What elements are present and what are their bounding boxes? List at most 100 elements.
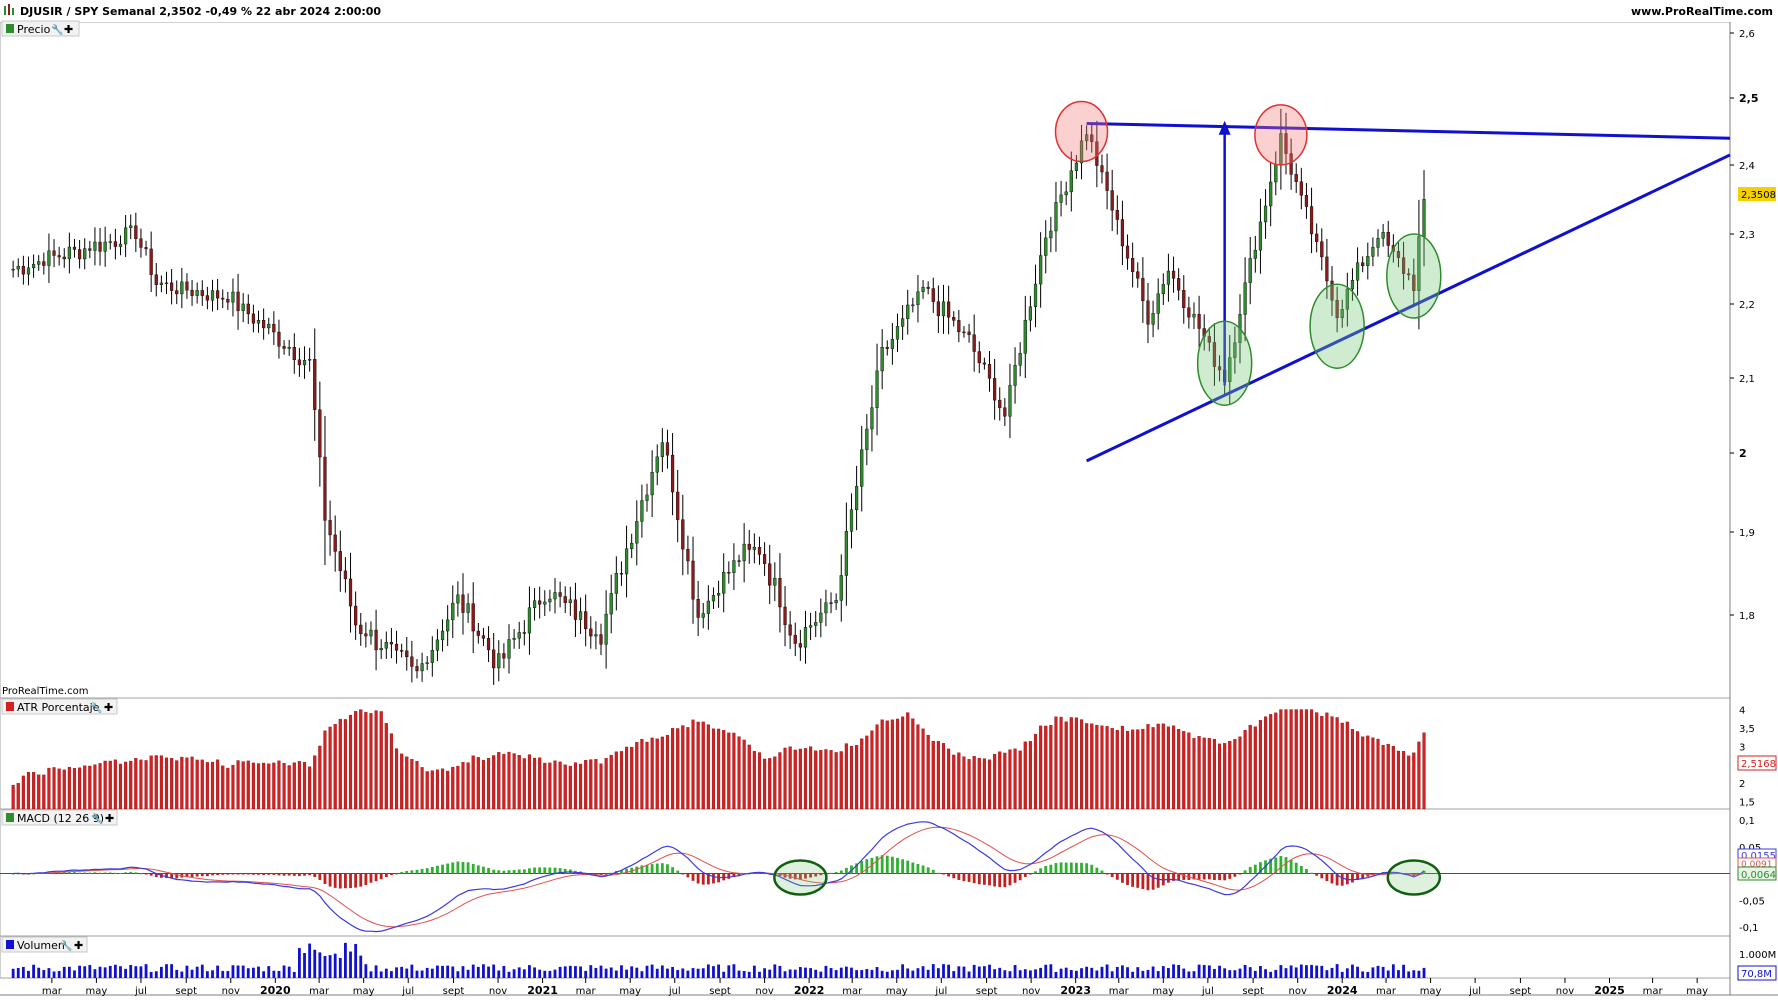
wrench-icon[interactable]: 🔧 [60,939,72,952]
candle-body [1028,306,1033,321]
atr-bar [481,759,485,810]
candle-body [251,313,256,324]
candle-body [26,267,31,275]
macd-histogram-bar [844,867,848,874]
volume-bar [251,967,255,978]
candle-body [1171,270,1176,279]
macd-histogram-bar [313,873,317,877]
volume-bar [640,971,644,978]
atr-bar [292,762,296,810]
atr-bar [522,758,526,810]
macd-legend[interactable]: MACD (12 26 9) 🔧 ✚ [1,809,118,826]
macd-histogram-bar [967,873,971,882]
macd-histogram-bar [497,870,501,874]
atr-bar [78,767,82,810]
macd-histogram-bar [195,873,199,877]
volume-bar [1121,965,1124,978]
wrench-icon[interactable]: 🔧 [51,23,63,36]
macd-histogram-bar [1115,873,1119,880]
candle-body [1407,273,1411,276]
candle-body [221,297,225,300]
atr-bar [486,757,491,810]
atr-bar [129,760,133,810]
candle-body [98,241,102,252]
macd-panel-label: MACD (12 26 9) [17,812,104,825]
macd-histogram-bar [625,868,628,874]
macd-histogram-bar [323,873,327,885]
candle-body [727,572,731,574]
atr-bar [844,743,848,810]
atr-bar [451,766,455,810]
x-tick-label: may [1152,986,1174,997]
candle-body [681,519,685,550]
volume-bar [236,965,240,978]
atr-bar [1090,723,1094,810]
volume-bar [671,967,674,978]
volume-legend[interactable]: Volumen 🔧 ✚ [1,936,88,953]
macd-histogram-bar [778,873,782,877]
macd-histogram-bar [732,873,736,878]
candle-body [31,264,36,269]
price-tick-label: 2,4 [1739,161,1755,172]
wrench-icon[interactable]: 🔧 [90,701,102,714]
macd-histogram-bar [129,871,133,874]
candle-body [190,289,194,296]
volume-bar [1371,967,1375,978]
add-icon[interactable]: ✚ [104,701,113,714]
candle-body [1197,314,1201,329]
x-tick-label: may [886,986,908,997]
macd-histogram-bar [67,872,71,874]
atr-bar [619,751,624,810]
macd-histogram-bar [1422,870,1426,874]
atr-bar [1069,717,1073,810]
macd-histogram-bar [502,870,506,874]
volume-bar [282,965,286,978]
volume-bar [834,970,838,978]
atr-legend[interactable]: ATR Porcentaje 🔧 ✚ [1,698,118,715]
macd-histogram-bar [1018,873,1022,881]
resistance-top-circle [1054,100,1109,163]
volume-bar [1167,968,1170,978]
macd-histogram-bar [83,872,87,874]
candle-body [1085,134,1089,142]
macd-histogram-bar [936,872,940,874]
volume-bar [1253,970,1257,978]
volume-bar [241,965,245,978]
volume-bar [471,964,475,978]
atr-bar [655,738,659,810]
wrench-icon[interactable]: 🔧 [91,812,103,825]
macd-histogram-bar [88,872,92,874]
volume-bar [180,971,184,978]
candle-body [108,241,112,243]
atr-bar [410,759,414,810]
atr-bar [446,770,450,810]
macd-crossover-circle [773,859,828,896]
candle-body [1146,300,1150,325]
macd-histogram-bar [466,862,470,874]
candle-body [343,570,348,580]
x-tick-label: sept [175,986,197,997]
volume-bar [1115,966,1119,978]
volume-bar [1182,968,1186,978]
volume-bar [298,948,301,978]
candle-body [614,573,618,594]
x-tick-label: may [1420,986,1442,997]
volume-bar [543,970,547,978]
macd-histogram-bar [134,872,138,874]
candle-body [1177,278,1181,291]
add-icon[interactable]: ✚ [74,939,83,952]
volume-bar [1044,964,1048,978]
atr-bar [1023,741,1027,810]
macd-histogram-bar [512,869,516,874]
volume-bar [338,957,342,978]
macd-histogram-bar [865,859,869,874]
add-icon[interactable]: ✚ [64,23,73,36]
atr-bar [466,762,470,810]
atr-bar [517,755,521,810]
volume-bar [1243,964,1247,978]
macd-histogram-bar [962,873,966,882]
candle-body [1299,181,1303,196]
price-legend[interactable]: Precio 🔧 ✚ [1,20,80,37]
add-icon[interactable]: ✚ [105,812,114,825]
site-url[interactable]: www.ProRealTime.com [1631,5,1773,18]
